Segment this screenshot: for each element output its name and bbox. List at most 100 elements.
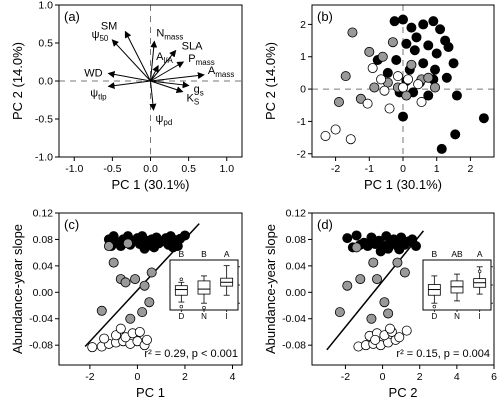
data-point-I (418, 58, 429, 69)
y-tick-label: -0.08 (282, 340, 306, 352)
data-point-N (122, 238, 133, 249)
data-point-D (87, 342, 98, 353)
x-tick-label: 1 (434, 163, 440, 175)
data-point-I (351, 230, 362, 241)
y-tick-label: 0.5 (38, 38, 53, 50)
loading-arrow (150, 72, 205, 82)
panel-d: -2 0 2 4 6 -0.08 -0.04 0.00 0.04 0.08 0.12 PC 2 Abun… (263, 208, 497, 401)
loading-label-main: ψ (156, 113, 164, 125)
x-axis-label: PC 2 (389, 385, 418, 400)
data-point-N (125, 313, 136, 324)
loading-label: Nmass (156, 27, 183, 41)
x-axis-label: PC 1 (30.1%) (364, 177, 442, 192)
panel-a: -1.0 -0.5 0.0 0.5 1.0 -1.0 -0.5 0.0 0.5 1.0 PC 1 (… (10, 0, 243, 192)
loading-label-subscript: mass (196, 58, 215, 67)
data-point-N (347, 27, 358, 38)
loading-label: ψpd (156, 113, 173, 127)
loading-label-subscript: pd (163, 118, 172, 127)
data-point-N (139, 280, 150, 291)
data-point-D (134, 326, 145, 337)
data-point-I (391, 54, 402, 65)
data-point-N (368, 257, 379, 268)
stats-annotation: r² = 0.29, p < 0.001 (144, 348, 238, 360)
loading-label: SM (101, 21, 118, 33)
significance-letter: B (201, 249, 207, 259)
x-tick-label: 2 (182, 371, 188, 383)
loading-arrow (150, 80, 190, 89)
box-outlier (202, 306, 206, 310)
data-point-D (370, 334, 381, 345)
data-point-D (367, 63, 378, 74)
data-point-I (418, 19, 429, 30)
loading-label: ψ50 (92, 29, 109, 43)
data-point-D (345, 134, 356, 145)
y-tick-label: 0.04 (286, 260, 307, 272)
x-tick-label: 0.5 (181, 163, 196, 175)
significance-letter: B (431, 249, 437, 259)
loading-label-main: SM (101, 21, 118, 33)
plot-frame (311, 212, 495, 366)
inset-boxplot: B D AB N A I (422, 249, 493, 321)
data-point-I (382, 67, 393, 78)
box-iqr (197, 280, 211, 295)
loading-label-main: g (194, 84, 200, 96)
data-point-N (103, 241, 114, 252)
data-point-D (394, 332, 405, 343)
data-point-I (149, 242, 160, 253)
data-point-N (144, 297, 155, 308)
loading-label-main: K (187, 93, 195, 105)
data-point-N (108, 257, 119, 268)
data-point-D (330, 124, 341, 135)
loading-label-main: A (208, 65, 216, 77)
x-tick-label: 1.0 (219, 163, 234, 175)
data-point-N (137, 307, 148, 318)
y-tick-label: 0.04 (33, 260, 54, 272)
data-point-I (401, 38, 412, 49)
data-point-D (99, 333, 110, 344)
data-point-N (342, 280, 353, 291)
box-iqr (174, 285, 188, 296)
data-point-I (342, 233, 353, 244)
data-point-D (115, 323, 126, 334)
x-tick-label: 0 (380, 371, 386, 383)
panel-c: -2 0 2 4 -0.08 -0.04 0.00 0.04 0.08 0.12 PC 1 Abund… (10, 208, 243, 400)
y-tick-label: 0.0 (38, 76, 53, 88)
data-point-N (364, 46, 375, 57)
data-point-N (366, 313, 377, 324)
data-point-I (428, 16, 439, 27)
data-point-I (139, 243, 150, 254)
loading-label-main: A (156, 51, 164, 63)
data-point-I (397, 14, 408, 25)
data-point-N (355, 274, 366, 285)
inset-category-label: N (201, 312, 207, 321)
loading-label-main: SLA (182, 41, 203, 53)
y-axis-label: Abundance-year slope (10, 224, 25, 354)
panel-b: -2 -1 0 1 2 -2 -1 0 1 2 PC 1 (30.1%) PC 2 (14.0%) (b… (263, 4, 495, 192)
inset-category-label: I (479, 312, 481, 321)
loading-label: ψtlp (90, 87, 107, 101)
inset-category-label: N (454, 312, 460, 321)
inset-boxplot: B D B N A I (169, 249, 240, 321)
data-point-D (413, 79, 424, 90)
loading-label: Al/A (156, 51, 173, 65)
loading-label: WD (84, 67, 102, 79)
data-point-I (448, 58, 459, 69)
y-tick-label: 0 (300, 84, 306, 96)
data-point-N (146, 267, 157, 278)
y-tick-label: 1 (300, 51, 306, 63)
data-point-I (411, 32, 422, 43)
x-tick-label: -1.0 (65, 163, 83, 175)
data-point-D (384, 323, 395, 334)
loading-arrow (150, 49, 177, 82)
panel-label: (b) (317, 9, 333, 24)
panel-label: (a) (64, 9, 80, 24)
significance-letter: A (224, 249, 230, 259)
loading-arrow (149, 80, 157, 111)
loading-arrow (150, 64, 159, 82)
loading-label-subscript: 50 (99, 34, 108, 43)
significance-letter: B (178, 249, 184, 259)
y-axis-label: PC 2 (14.0%) (263, 42, 278, 120)
data-point-D (320, 130, 331, 141)
x-axis-label: PC 1 (30.1%) (111, 177, 189, 192)
data-point-I (409, 45, 420, 56)
